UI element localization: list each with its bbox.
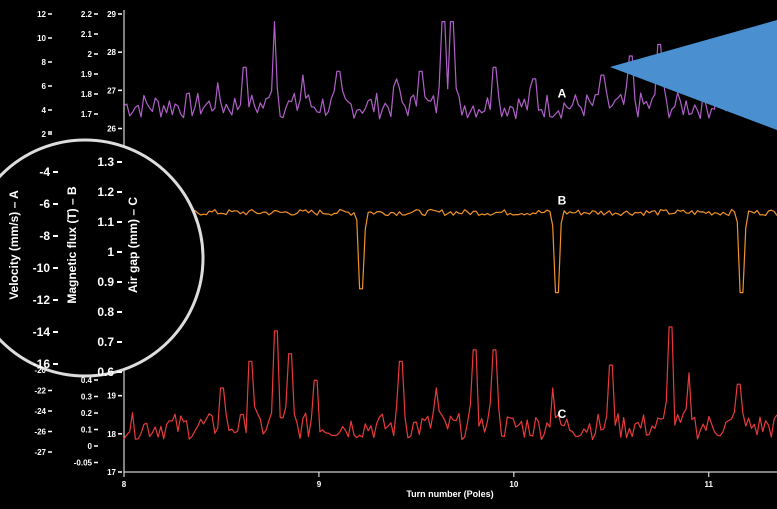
- magnetic-flux-axis-label: Magnetic flux (T) – B: [65, 186, 79, 304]
- air-gap-tick: 29: [107, 10, 116, 19]
- series-line-a: [123, 21, 777, 120]
- series-label-c: C: [558, 407, 567, 421]
- flux-tick: 2.2: [81, 10, 93, 19]
- velocity-tick: 8: [42, 58, 47, 67]
- series-label-b: B: [558, 193, 567, 207]
- air-gap-tick: 28: [107, 48, 116, 57]
- velocity-tick: -26: [34, 428, 46, 437]
- flux-tick: 1.9: [81, 70, 93, 79]
- velocity-tick: -20: [34, 366, 46, 375]
- pointer-triangle: [610, 20, 777, 130]
- magnifier-lens: -4 -6 -8 -10 -12 -14 -16 1.3 1.2 1.1 1 0.9 0.8 0.7 0.…: [0, 138, 205, 379]
- magnifier-velocity-ticks: -4 -6 -8 -10 -12 -14 -16: [33, 165, 58, 371]
- magnifier-velocity-tick: -6: [39, 197, 50, 211]
- air-gap-tick: 19: [107, 392, 116, 401]
- air-gap-axis-label: Air gap (mm) – C: [126, 197, 140, 293]
- velocity-tick: -24: [34, 407, 46, 416]
- series-layer: [123, 21, 777, 441]
- magnifier-circle: [0, 138, 205, 378]
- magnifier-flux-tick: 0.8: [97, 305, 114, 319]
- x-axis-label: Turn number (Poles): [406, 489, 493, 499]
- series-line-b: [123, 208, 777, 294]
- flux-tick: 0.3: [81, 393, 93, 402]
- flux-tick: -0.05: [74, 459, 93, 468]
- x-tick-label: 8: [122, 480, 127, 489]
- magnifier-flux-tick: 0.7: [97, 335, 114, 349]
- flux-tick: 1.8: [81, 90, 93, 99]
- air-gap-tick: 26: [107, 125, 116, 134]
- flux-tick: 0: [88, 442, 93, 451]
- flux-tick: 2.1: [81, 30, 93, 39]
- air-gap-tick: 18: [107, 430, 116, 439]
- magnifier-velocity-tick: -10: [33, 261, 51, 275]
- flux-tick: 2: [88, 50, 93, 59]
- velocity-tick: 12: [37, 10, 46, 19]
- velocity-tick: 6: [42, 82, 47, 91]
- series-line-c: [123, 326, 777, 441]
- magnifier-velocity-tick: -4: [39, 165, 50, 179]
- magnifier-flux-tick: 0.9: [97, 275, 114, 289]
- velocity-tick: -22: [34, 387, 46, 396]
- magnifier-flux-tick: 1: [107, 245, 114, 259]
- air-gap-tick: 27: [107, 86, 116, 95]
- series-labels: A B C: [558, 87, 567, 422]
- velocity-axis-label: Velocity (mm/s) – A: [7, 190, 21, 300]
- magnifier-flux-tick: 1.1: [97, 215, 114, 229]
- velocity-tick: 10: [37, 34, 46, 43]
- magnifier-flux-tick: 0.6: [97, 365, 114, 379]
- x-tick-label: 11: [705, 480, 714, 489]
- air-gap-tick: 17: [107, 468, 116, 477]
- magnifier-velocity-tick: -14: [33, 325, 51, 339]
- flux-tick: 0.4: [81, 376, 93, 385]
- magnifier-velocity-tick: -8: [39, 229, 50, 243]
- x-tick-label: 9: [317, 480, 322, 489]
- series-label-a: A: [558, 87, 567, 101]
- velocity-tick: 2: [42, 130, 47, 139]
- flux-tick: 0.1: [81, 426, 93, 435]
- velocity-tick: 4: [42, 106, 47, 115]
- flux-tick: 1.7: [81, 110, 93, 119]
- magnifier-velocity-tick: -16: [33, 357, 51, 371]
- magnetic-flux-axis: 2.2 2.1 2 1.9 1.8 1.7 0.4 0.3 0.2 0.1 0 -0.05: [74, 10, 98, 468]
- magnifier-flux-tick: 1.3: [97, 155, 114, 169]
- magnifier-flux-tick: 1.2: [97, 185, 114, 199]
- x-tick-label: 10: [509, 480, 518, 489]
- magnifier-flux-ticks: 1.3 1.2 1.1 1 0.9 0.8 0.7 0.6: [97, 155, 122, 379]
- velocity-tick: -27: [34, 448, 46, 457]
- flux-tick: 0.2: [81, 409, 93, 418]
- magnifier-velocity-tick: -12: [33, 293, 51, 307]
- x-axis: 8 9 10 11: [122, 472, 714, 489]
